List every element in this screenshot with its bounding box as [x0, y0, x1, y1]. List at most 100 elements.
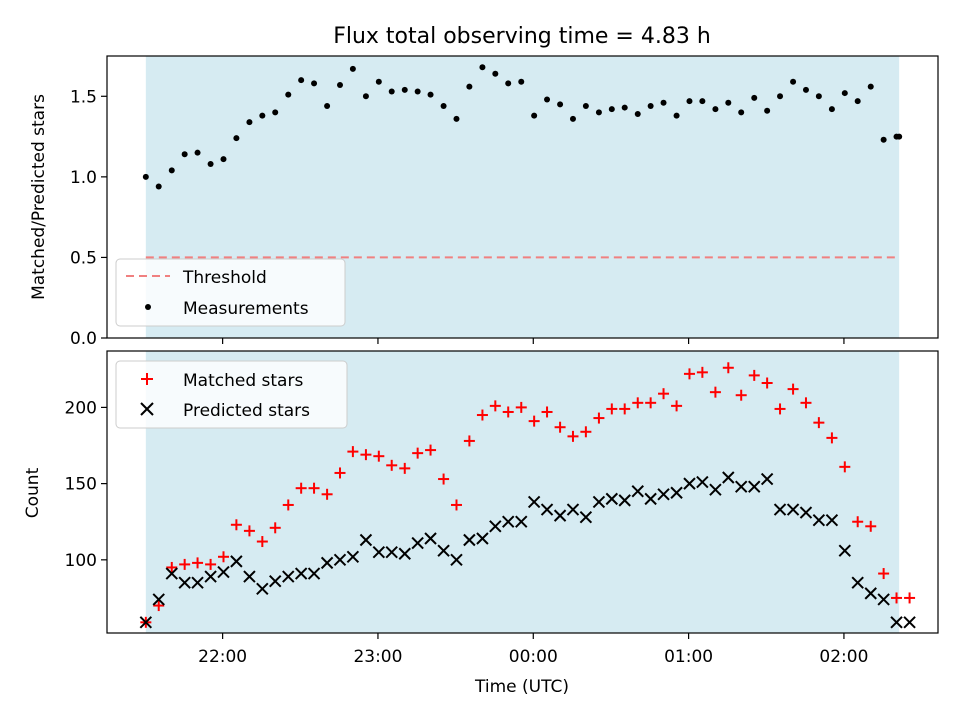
predicted-star-point	[618, 494, 631, 507]
predicted-star-point	[294, 567, 308, 580]
matched-star-point	[774, 403, 786, 415]
y-tick-label: 1.0	[70, 168, 97, 188]
matched-star-point	[593, 412, 605, 424]
bottom-y-axis-ticks: 100 150 200	[65, 398, 107, 571]
matched-star-point	[308, 482, 320, 494]
matched-star-point	[295, 482, 307, 494]
predicted-star-point	[165, 567, 178, 580]
matched-star-point	[360, 449, 372, 461]
measurement-point	[479, 64, 486, 71]
predicted-star-point	[734, 480, 748, 493]
matched-star-point	[800, 397, 812, 409]
predicted-star-point	[204, 570, 217, 583]
predicted-star-point	[851, 576, 864, 589]
measurement-point	[440, 102, 447, 109]
predicted-star-point	[786, 503, 800, 516]
measurement-point	[634, 111, 641, 118]
measurement-point	[725, 99, 732, 106]
matched-star-point	[580, 426, 592, 438]
predicted-star-point	[152, 593, 165, 606]
predicted-star-point	[411, 536, 424, 550]
matched-star-point	[904, 592, 916, 604]
predicted-star-point	[657, 488, 670, 501]
measurement-point	[544, 96, 551, 103]
top-legend: Threshold Measurements	[115, 258, 346, 327]
matched-star-point	[412, 447, 424, 459]
measurement-point	[414, 88, 421, 95]
matched-star-point	[891, 592, 903, 604]
predicted-star-point	[825, 513, 839, 527]
predicted-star-point	[553, 509, 567, 522]
matched-star-point	[813, 417, 825, 429]
y-tick-label: 150	[65, 475, 97, 495]
predicted-star-point	[282, 570, 295, 583]
measurement-point	[712, 106, 719, 113]
predicted-star-point	[799, 506, 813, 519]
predicted-star-point	[476, 532, 489, 545]
predicted-star-point	[838, 544, 852, 557]
predicted-star-point	[890, 616, 903, 629]
matched-star-point	[787, 383, 799, 395]
predicted-star-point	[566, 503, 580, 516]
matched-star-point	[606, 403, 618, 415]
matched-star-point	[735, 389, 747, 401]
matched-star-point	[321, 488, 333, 500]
predicted-star-point	[307, 567, 321, 580]
measurement-point	[828, 106, 835, 113]
predicted-star-point	[631, 485, 644, 498]
bottom-legend-box	[115, 360, 348, 429]
matched-star-point	[282, 499, 294, 511]
measurement-point	[155, 183, 162, 190]
measurement-point	[311, 80, 318, 87]
measurement-point	[699, 98, 706, 105]
measurement-point	[492, 70, 499, 77]
x-tick-label: 01:00	[664, 647, 713, 667]
measurement-point	[285, 91, 292, 98]
measurement-point	[375, 78, 382, 85]
measurement-point	[880, 136, 887, 143]
y-tick-label: 100	[65, 551, 97, 571]
measurement-point	[259, 112, 266, 119]
predicted-star-point	[139, 616, 153, 629]
predicted-star-point	[333, 553, 347, 567]
measurement-point	[815, 93, 822, 100]
bottom-legend: Matched stars Predicted stars	[115, 360, 348, 429]
predicted-star-point	[696, 475, 709, 489]
measurement-point	[686, 98, 693, 105]
predicted-stars-legend-swatch	[140, 402, 154, 416]
measurement-point	[673, 112, 680, 119]
measurement-point	[660, 99, 667, 106]
predicted-star-point	[217, 565, 230, 579]
matched-star-point	[347, 446, 359, 458]
predicted-star-point	[178, 576, 191, 589]
top-panel: 0.0 0.5 1.0 1.5 Matched/Predicted stars Thr…	[29, 55, 939, 349]
measurement-point	[896, 133, 903, 140]
measurement-point	[246, 119, 253, 126]
bottom-plot-frame	[106, 350, 939, 634]
matched-star-point	[515, 401, 527, 413]
x-tick-label: 00:00	[509, 647, 558, 667]
bottom-y-axis-label: Count	[23, 467, 43, 518]
matched-star-point	[852, 516, 864, 528]
measurement-point	[595, 109, 602, 116]
measurement-point	[272, 109, 279, 116]
x-axis-label: Time (UTC)	[474, 677, 569, 697]
matched-star-point	[865, 520, 877, 532]
matched-stars-legend-label: Matched stars	[183, 371, 303, 391]
predicted-star-point	[372, 546, 386, 559]
predicted-star-point	[424, 532, 437, 545]
predicted-star-point	[773, 503, 787, 516]
measurement-point	[582, 102, 589, 109]
matched-star-point	[269, 522, 281, 534]
matched-star-point	[878, 568, 890, 580]
measurement-point	[181, 151, 188, 158]
predicted-star-point	[269, 574, 282, 588]
predicted-star-point	[230, 555, 243, 568]
measurement-point	[867, 83, 874, 90]
measurement-point	[324, 102, 331, 109]
measurement-point	[142, 173, 149, 180]
measurement-point	[647, 102, 654, 109]
measurement-point	[362, 93, 369, 100]
measurement-point	[220, 156, 227, 163]
